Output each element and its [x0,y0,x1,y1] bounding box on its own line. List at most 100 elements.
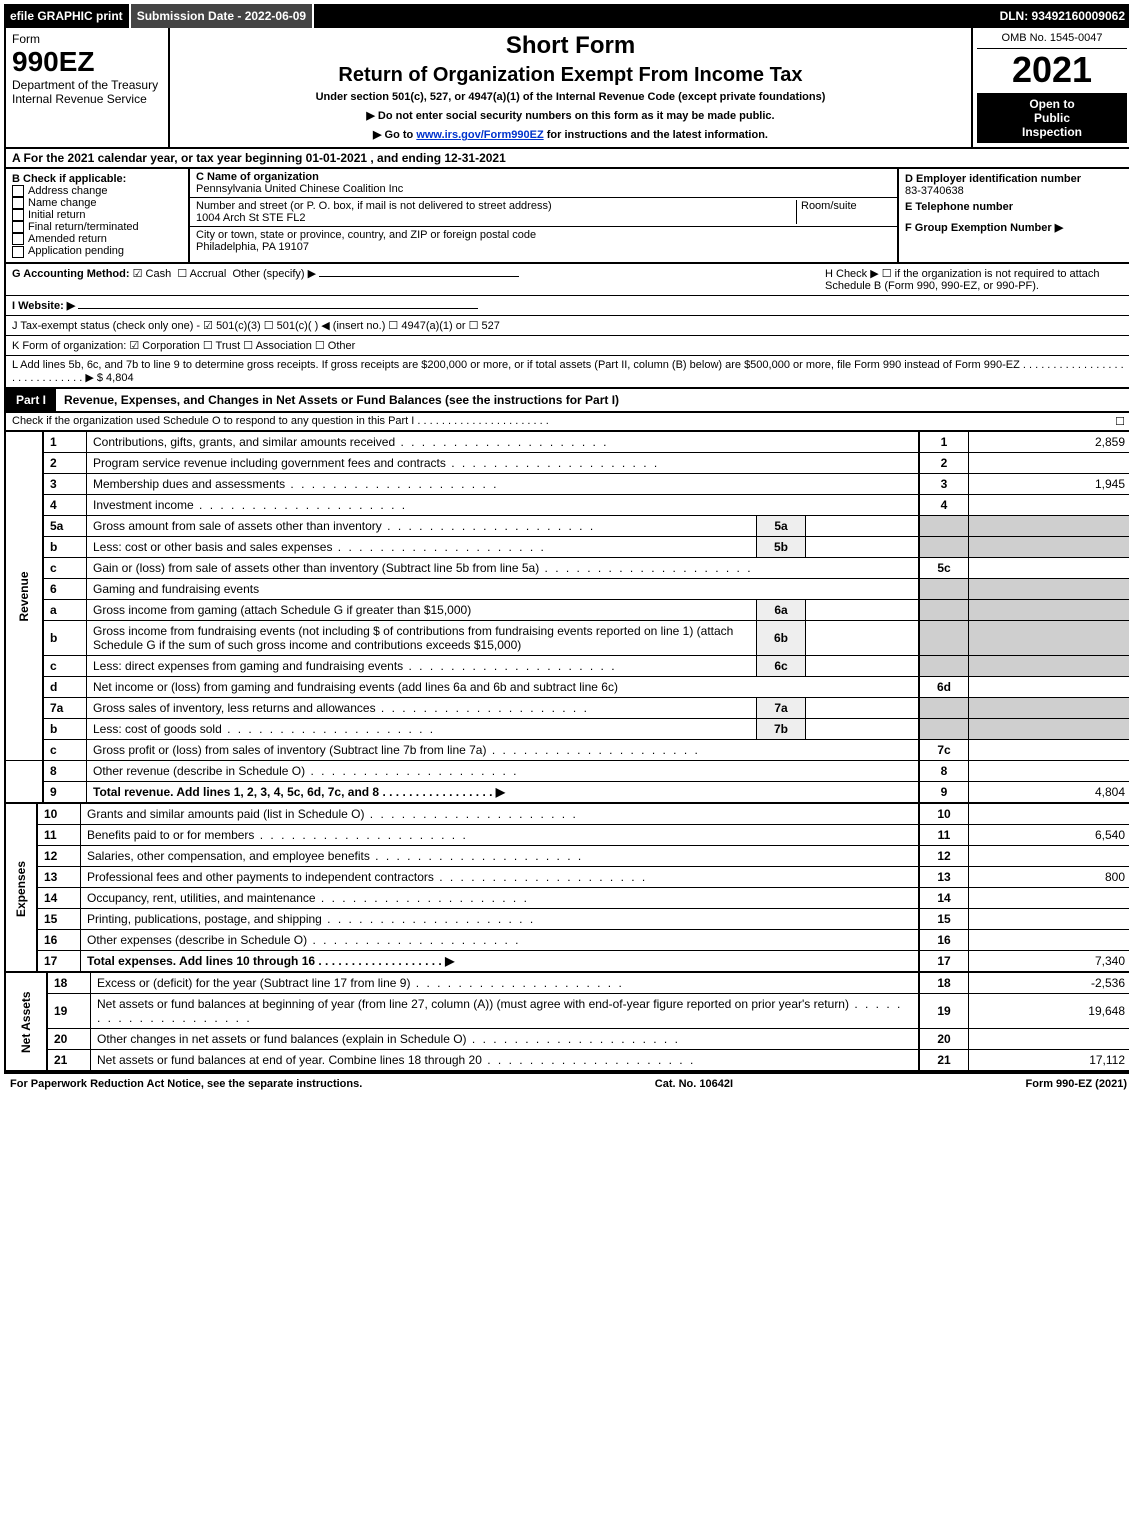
chk-application-pending[interactable]: Application pending [12,245,182,257]
l6a-sv [806,599,920,620]
row-l-amount: 4,804 [106,372,134,384]
l12-rval [969,845,1129,866]
l6c-sv [806,655,920,676]
l7b-shade2 [969,718,1129,739]
chk-accrual[interactable]: ☐ Accrual [177,268,226,280]
l5a-desc: Gross amount from sale of assets other t… [87,515,757,536]
l14-desc: Occupancy, rent, utilities, and maintena… [81,887,920,908]
l5a-shade1 [919,515,969,536]
l10-rval [969,804,1129,825]
l3-desc: Membership dues and assessments [87,473,920,494]
l6c-shade2 [969,655,1129,676]
chk-initial-return-label: Initial return [28,209,85,221]
row-h: H Check ▶ ☐ if the organization is not r… [825,267,1125,292]
l7c-desc: Gross profit or (loss) from sales of inv… [87,739,920,760]
group-label: F Group Exemption Number ▶ [905,221,1125,234]
check-o-box[interactable]: ☐ [1115,415,1125,428]
l19-num: 19 [47,993,91,1028]
rev-cont [5,760,43,803]
chk-cash[interactable]: ☑ Cash [133,268,172,280]
l20-num: 20 [47,1028,91,1049]
other-specify-line[interactable] [319,276,519,277]
l11-num: 11 [37,824,81,845]
header-center: Short Form Return of Organization Exempt… [170,28,971,147]
part1-check-o: Check if the organization used Schedule … [4,413,1129,432]
l20-rnum: 20 [919,1028,969,1049]
return-title: Return of Organization Exempt From Incom… [174,64,967,87]
l6a-shade2 [969,599,1129,620]
l7c-rval [969,739,1129,760]
goto-post: for instructions and the latest informat… [544,129,768,141]
l3-num: 3 [43,473,87,494]
chk-application-pending-label: Application pending [28,245,124,257]
l5c-desc: Gain or (loss) from sale of assets other… [87,557,920,578]
row-i: I Website: ▶ [6,296,1129,316]
website-line[interactable] [78,308,478,309]
l2-num: 2 [43,452,87,473]
l5a-sv [806,515,920,536]
chk-name-change[interactable]: Name change [12,197,182,209]
l6c-desc: Less: direct expenses from gaming and fu… [87,655,757,676]
l5c-rnum: 5c [919,557,969,578]
l9-rval: 4,804 [969,781,1129,803]
org-name: Pennsylvania United Chinese Coalition In… [196,183,891,195]
l7c-rnum: 7c [919,739,969,760]
dln-label: DLN: 93492160009062 [994,4,1129,28]
l7b-sn: 7b [757,718,806,739]
goto-link-row: ▶ Go to www.irs.gov/Form990EZ for instru… [174,128,967,141]
section-b-title: B Check if applicable: [12,173,182,185]
short-form-title: Short Form [174,32,967,60]
l18-num: 18 [47,973,91,994]
l13-num: 13 [37,866,81,887]
org-city-row: City or town, state or province, country… [190,227,897,255]
l6c-num: c [43,655,87,676]
chk-amended-return[interactable]: Amended return [12,233,182,245]
l5c-rval [969,557,1129,578]
l8-rval [969,760,1129,781]
l17-rval: 7,340 [969,950,1129,972]
l11-rnum: 11 [919,824,969,845]
l15-rnum: 15 [919,908,969,929]
l18-desc: Excess or (deficit) for the year (Subtra… [91,973,920,994]
tax-exempt-status: J Tax-exempt status (check only one) - ☑… [12,319,500,332]
dept-treasury: Department of the Treasury [12,78,162,92]
ein-label: D Employer identification number [905,173,1125,185]
city-label: City or town, state or province, country… [196,229,891,241]
chk-final-return[interactable]: Final return/terminated [12,221,182,233]
l18-rnum: 18 [919,973,969,994]
l16-rval [969,929,1129,950]
section-c: C Name of organization Pennsylvania Unit… [190,169,899,262]
revenue-table: Revenue 1 Contributions, gifts, grants, … [4,432,1129,804]
irs-link[interactable]: www.irs.gov/Form990EZ [416,129,543,141]
l20-desc: Other changes in net assets or fund bala… [91,1028,920,1049]
l5b-sn: 5b [757,536,806,557]
city-value: Philadelphia, PA 19107 [196,241,891,253]
chk-address-change[interactable]: Address change [12,185,182,197]
l1-desc: Contributions, gifts, grants, and simila… [87,432,920,453]
l19-rnum: 19 [919,993,969,1028]
l8-rnum: 8 [919,760,969,781]
l7a-num: 7a [43,697,87,718]
l14-rval [969,887,1129,908]
l12-rnum: 12 [919,845,969,866]
l7a-desc: Gross sales of inventory, less returns a… [87,697,757,718]
chk-initial-return[interactable]: Initial return [12,209,182,221]
l1-num: 1 [43,432,87,453]
section-bcd: B Check if applicable: Address change Na… [4,169,1129,264]
l13-rval: 800 [969,866,1129,887]
l17-desc: Total expenses. Add lines 10 through 16 … [81,950,920,972]
open-line1: Open to [981,97,1123,111]
l9-num: 9 [43,781,87,803]
l17-num: 17 [37,950,81,972]
section-b: B Check if applicable: Address change Na… [6,169,190,262]
part1-header: Part I Revenue, Expenses, and Changes in… [4,389,1129,413]
l11-rval: 6,540 [969,824,1129,845]
l7a-shade2 [969,697,1129,718]
irs-label: Internal Revenue Service [12,92,162,106]
l7b-shade1 [919,718,969,739]
l6-num: 6 [43,578,87,599]
org-addr-row: Number and street (or P. O. box, if mail… [190,198,897,227]
l12-num: 12 [37,845,81,866]
l6c-sn: 6c [757,655,806,676]
part1-label: Part I [6,389,56,411]
